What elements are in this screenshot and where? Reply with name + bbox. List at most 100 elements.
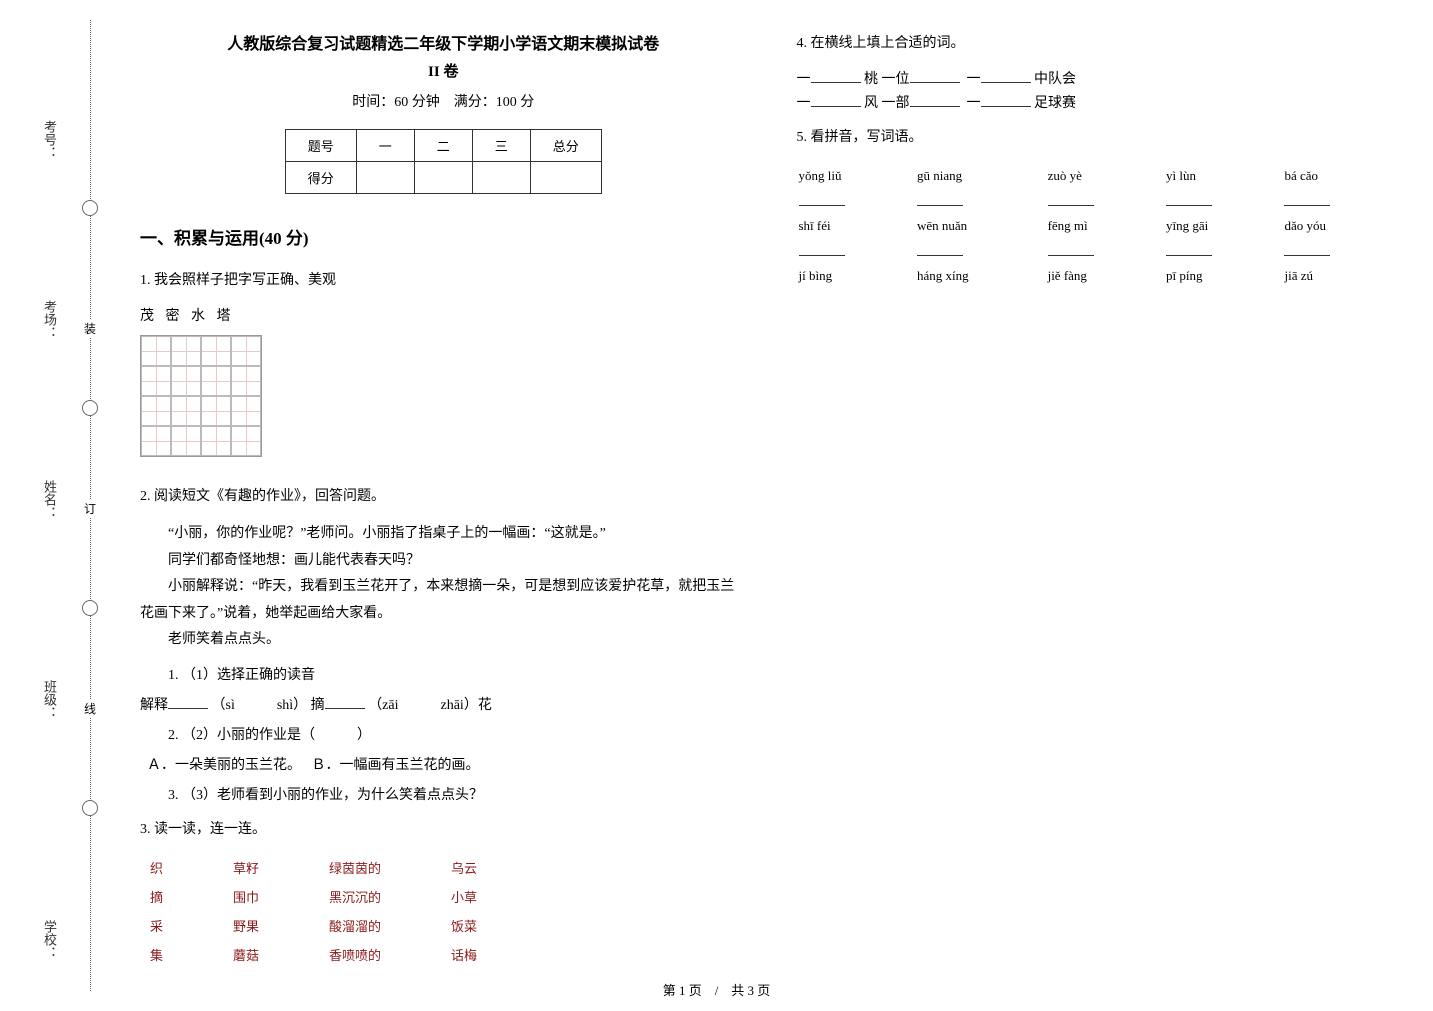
answer-blank[interactable]	[168, 695, 208, 709]
answer-blank[interactable]	[981, 69, 1031, 83]
pinyin-cell: háng xíng	[917, 264, 1046, 286]
pinyin-cell: jiā zú	[1284, 264, 1401, 286]
fold-char: 订	[84, 500, 96, 517]
score-header: 三	[472, 130, 530, 162]
q2-sub2: 2. （2）小丽的作业是（ ）	[168, 724, 747, 744]
answer-blank[interactable]	[910, 69, 960, 83]
match-col: 草籽 围巾 野果 蘑菇	[233, 858, 259, 964]
answer-blank[interactable]	[799, 192, 845, 206]
score-cell[interactable]	[414, 162, 472, 194]
answer-blank[interactable]	[811, 69, 861, 83]
pinyin-cell: yīng gāi	[1166, 214, 1282, 236]
pinyin-cell: fēng mì	[1048, 214, 1164, 236]
q2-sub1-b: （sì shì） 摘	[212, 698, 325, 713]
answer-blank[interactable]	[910, 93, 960, 107]
score-header: 总分	[530, 130, 601, 162]
binding-label-name: 姓名：	[40, 480, 59, 519]
answer-blank[interactable]	[811, 93, 861, 107]
match-item[interactable]: 酸溜溜的	[329, 916, 381, 935]
pinyin-cell: bá cǎo	[1284, 164, 1401, 186]
pinyin-cell: dǎo yóu	[1284, 214, 1401, 236]
match-item[interactable]: 小草	[451, 887, 477, 906]
match-col: 乌云 小草 饭菜 话梅	[451, 858, 477, 964]
match-item[interactable]: 话梅	[451, 945, 477, 964]
exam-subtitle: II 卷	[140, 60, 747, 81]
score-row-label: 得分	[285, 162, 356, 194]
match-item[interactable]: 摘	[150, 887, 163, 906]
pinyin-cell: jiě fàng	[1048, 264, 1164, 286]
answer-blank[interactable]	[1284, 242, 1330, 256]
exam-time-full: 时间：60 分钟 满分：100 分	[140, 91, 747, 111]
answer-blank[interactable]	[1166, 192, 1212, 206]
match-item[interactable]: 黑沉沉的	[329, 887, 381, 906]
q1-text: 1. 我会照样子把字写正确、美观	[140, 267, 747, 295]
tianzige-grid[interactable]	[140, 335, 262, 457]
answer-blank[interactable]	[1284, 192, 1330, 206]
binding-label-class: 班级：	[40, 680, 59, 719]
score-header: 题号	[285, 130, 356, 162]
answer-blank[interactable]	[917, 192, 963, 206]
binding-strip: 考号： 考场： 姓名： 班级： 学校： 装 订 线	[0, 0, 120, 1011]
answer-blank[interactable]	[981, 93, 1031, 107]
binding-label-school: 学校：	[40, 920, 59, 959]
match-item[interactable]: 乌云	[451, 858, 477, 877]
q4-row1: 一 桃 一位 一 中队会	[797, 68, 1404, 88]
answer-blank[interactable]	[1166, 242, 1212, 256]
pinyin-cell: wēn nuǎn	[917, 214, 1046, 236]
match-item[interactable]: 织	[150, 858, 163, 877]
q2-text: 2. 阅读短文《有趣的作业》，回答问题。	[140, 483, 747, 511]
match-item[interactable]: 绿茵茵的	[329, 858, 381, 877]
score-table: 题号 一 二 三 总分 得分	[285, 129, 602, 194]
q2-passage: “小丽，你的作业呢？”老师问。小丽指了指桌子上的一幅画：“这就是。” 同学们都奇…	[140, 521, 747, 654]
pinyin-cell: gū niang	[917, 164, 1046, 186]
q2-sub1-c: （zāi zhāi）花	[368, 698, 492, 713]
match-item[interactable]: 采	[150, 916, 163, 935]
q2-optB[interactable]: Ｂ．一幅画有玉兰花的画。	[312, 758, 480, 773]
q5-text: 5. 看拼音，写词语。	[797, 124, 1404, 152]
pinyin-cell: zuò yè	[1048, 164, 1164, 186]
match-item[interactable]: 野果	[233, 916, 259, 935]
q4-row2: 一 风 一部 一 足球赛	[797, 92, 1404, 112]
q2-p3: 小丽解释说：“昨天，我看到玉兰花开了，本来想摘一朵，可是想到应该爱护花草，就把玉…	[140, 574, 747, 627]
section-1-heading: 一、积累与运用(40 分)	[140, 224, 747, 249]
q4-text: 4. 在横线上填上合适的词。	[797, 30, 1404, 58]
fold-char: 装	[84, 320, 96, 337]
answer-blank[interactable]	[917, 242, 963, 256]
fold-char: 线	[84, 700, 96, 717]
match-item[interactable]: 集	[150, 945, 163, 964]
pinyin-cell: pī píng	[1166, 264, 1282, 286]
match-item[interactable]: 草籽	[233, 858, 259, 877]
q2-p4: 老师笑着点点头。	[140, 627, 747, 654]
binding-circle	[82, 400, 98, 416]
fill-text: 桃 一位	[864, 72, 910, 87]
match-item[interactable]: 蘑菇	[233, 945, 259, 964]
match-col: 绿茵茵的 黑沉沉的 酸溜溜的 香喷喷的	[329, 858, 381, 964]
score-cell[interactable]	[356, 162, 414, 194]
match-item[interactable]: 饭菜	[451, 916, 477, 935]
binding-circle	[82, 800, 98, 816]
score-cell[interactable]	[472, 162, 530, 194]
fill-text: 一	[967, 72, 981, 87]
q2-sub3: 3. （3）老师看到小丽的作业，为什么笑着点点头？	[168, 784, 747, 804]
fill-text: 风 一部	[864, 96, 910, 111]
binding-circle	[82, 600, 98, 616]
answer-blank[interactable]	[1048, 192, 1094, 206]
binding-label-exam-id: 考号：	[40, 120, 59, 159]
q2-sub1: 1. （1）选择正确的读音	[168, 664, 747, 684]
score-header: 一	[356, 130, 414, 162]
pinyin-cell: jí bìng	[799, 264, 915, 286]
score-header: 二	[414, 130, 472, 162]
pinyin-cell: shī féi	[799, 214, 915, 236]
answer-blank[interactable]	[1048, 242, 1094, 256]
q3-match[interactable]: 织 摘 采 集 草籽 围巾 野果 蘑菇 绿茵茵的 黑沉沉的 酸溜溜的 香喷喷的 …	[150, 858, 747, 964]
q2-sub1-a: 解释	[140, 698, 168, 713]
q2-optA[interactable]: Ａ．一朵美丽的玉兰花。	[147, 758, 301, 773]
exam-title: 人教版综合复习试题精选二年级下学期小学语文期末模拟试卷	[140, 30, 747, 54]
score-cell[interactable]	[530, 162, 601, 194]
q3-text: 3. 读一读，连一连。	[140, 816, 747, 844]
match-item[interactable]: 围巾	[233, 887, 259, 906]
match-item[interactable]: 香喷喷的	[329, 945, 381, 964]
answer-blank[interactable]	[799, 242, 845, 256]
binding-label-room: 考场：	[40, 300, 59, 339]
answer-blank[interactable]	[325, 695, 365, 709]
